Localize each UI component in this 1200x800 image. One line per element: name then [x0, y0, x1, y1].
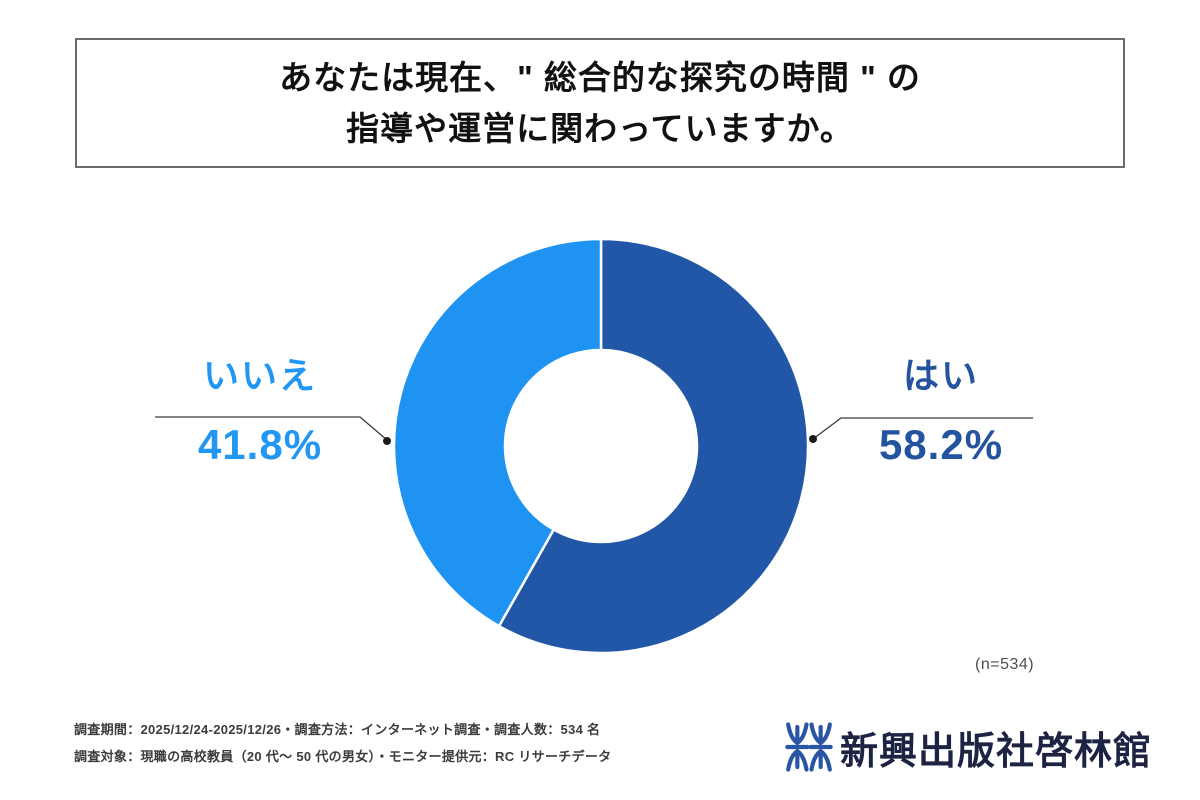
page-title-line-1: あなたは現在、" 総合的な探究の時間 " の [279, 59, 921, 96]
callout-yes: はい 58.2% [831, 356, 1051, 468]
callout-no: いいえ 41.8% [150, 356, 370, 468]
slice-value-no: 41.8% [197, 420, 323, 468]
keirinkan-trees-icon [785, 722, 833, 772]
leader-dot-yes [809, 435, 817, 443]
donut-slice [497, 237, 810, 655]
slice-value-yes: 58.2% [878, 420, 1004, 468]
page-title-line-2: 指導や運営に関わっていますか。 [346, 110, 854, 147]
slice-label-yes: はい [902, 355, 979, 396]
tree-glyph-right [808, 722, 833, 772]
donut-slice [392, 237, 603, 628]
donut-slices [392, 237, 810, 655]
footnote-line-1: 調査期間：2025/12/24-2025/12/26・調査方法：インターネット調… [74, 722, 601, 737]
footnote-line-2: 調査対象：現職の高校教員（20 代〜 50 代の男女）・モニター提供元：RC リ… [74, 749, 612, 764]
slice-label-no: いいえ [202, 355, 317, 396]
publisher-logo: 新興出版社啓林館 [784, 718, 1152, 776]
publisher-name: 新興出版社啓林館 [840, 730, 1153, 773]
title-box: あなたは現在、" 総合的な探究の時間 " の 指導や運営に関わっていますか。 [75, 38, 1125, 168]
tree-glyph-left [785, 722, 810, 772]
leader-dot-no [383, 437, 391, 445]
sample-size-note: (n=534) [975, 656, 1035, 673]
survey-footnotes: 調査期間：2025/12/24-2025/12/26・調査方法：インターネット調… [74, 716, 611, 770]
